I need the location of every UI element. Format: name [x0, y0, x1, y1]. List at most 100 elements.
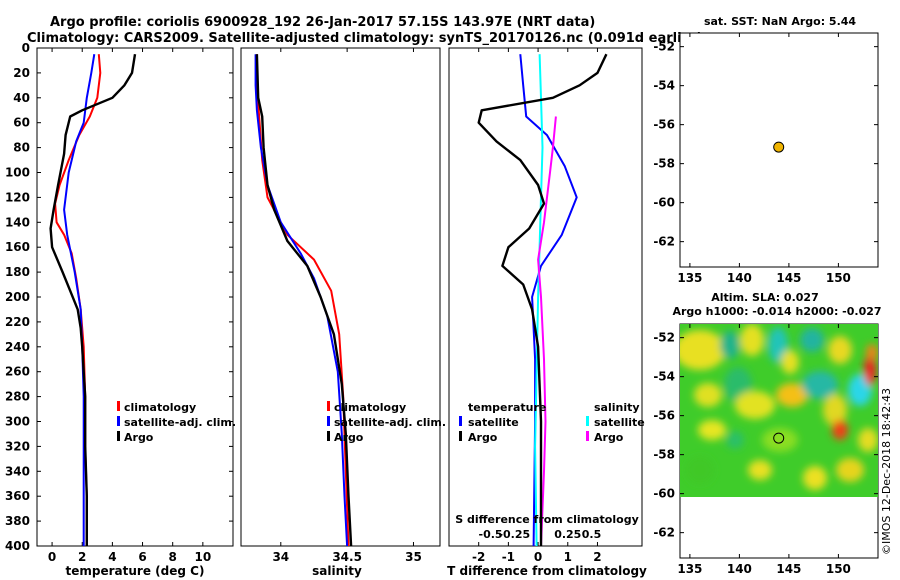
x2-tick-label: 0.5 [582, 528, 602, 541]
legend-label-s-satellite: satellite [594, 416, 645, 429]
series-line-argo [49, 54, 137, 546]
lat-tick-label: -54 [653, 370, 675, 384]
series-line-t-argo [477, 53, 608, 546]
depth-tick-label: 340 [5, 464, 30, 478]
temperature-x-label: temperature (deg C) [66, 564, 205, 578]
legend-label-climatology: climatology [334, 401, 406, 414]
lon-tick-label: 135 [677, 562, 702, 576]
legend-label-t-satellite: satellite [468, 416, 519, 429]
lon-tick-label: 135 [677, 271, 702, 285]
sla-map-title: Altim. SLA: 0.027 [711, 291, 818, 304]
x-tick-label: 4 [108, 550, 116, 564]
x-tick-label: 0 [48, 550, 56, 564]
legend-swatch-climatology [117, 401, 120, 411]
x-tick-label: 2 [593, 550, 601, 564]
legend-swatch-satellite-adj [117, 416, 120, 426]
depth-tick-label: 220 [5, 315, 30, 329]
difference-lines [477, 53, 608, 547]
legend-swatch-argo [327, 431, 330, 441]
t-difference-x-axis: -2 -1 0 1 2 [472, 48, 602, 564]
legend-label-t-argo: Argo [468, 431, 498, 444]
title-line-1: Argo profile: coriolis 6900928_192 26-Ja… [50, 15, 595, 30]
depth-tick-label: 180 [5, 265, 30, 279]
lat-tick-label: -62 [653, 526, 675, 540]
lat-tick-label: -60 [653, 487, 675, 501]
depth-tick-label: 100 [5, 166, 30, 180]
lat-tick-label: -62 [653, 235, 675, 249]
lat-tick-label: -56 [653, 118, 675, 132]
legend-swatch-s-satellite [586, 416, 589, 426]
lat-tick-label: -58 [653, 448, 675, 462]
temperature-legend: climatology satellite-adj. clim. Argo [117, 401, 236, 444]
series-line-satellite-adj-clim- [63, 54, 96, 546]
legend-swatch-t-argo [459, 431, 462, 441]
x-tick-label: 34 [272, 550, 289, 564]
lat-tick-label: -52 [653, 331, 675, 345]
x2-tick-label: -0.5 [479, 528, 503, 541]
depth-tick-label: 300 [5, 415, 30, 429]
depth-tick-label: 320 [5, 439, 30, 453]
depth-tick-label: 140 [5, 215, 30, 229]
lat-tick-label: -52 [653, 40, 675, 54]
depth-tick-label: 280 [5, 390, 30, 404]
depth-tick-label: 360 [5, 489, 30, 503]
depth-tick-label: 380 [5, 514, 30, 528]
imos-credit: ©IMOS 12-Dec-2018 18:42:43 [880, 388, 893, 555]
lon-tick-label: 150 [826, 271, 851, 285]
legend-swatch-t-satellite [459, 416, 462, 426]
legend-label-satellite-adj: satellite-adj. clim. [334, 416, 446, 429]
lat-tick-label: -56 [653, 409, 675, 423]
depth-tick-label: 160 [5, 240, 30, 254]
sst-map-axes: -52 -54 -56 -58 -60 -62 135 140 145 150 [653, 33, 878, 285]
x-tick-label: 34.5 [332, 550, 362, 564]
depth-tick-label: 60 [13, 116, 30, 130]
depth-tick-label: 200 [5, 290, 30, 304]
temperature-panel: 0204060801001201401601802002202402602803… [5, 41, 642, 578]
lat-tick-label: -60 [653, 196, 675, 210]
t-difference-x-label: T difference from climatology [447, 564, 647, 578]
temperature-x-axis: 0 2 4 6 8 10 [48, 48, 211, 564]
depth-tick-label: 40 [13, 91, 30, 105]
difference-legend: temperature satellite Argo salinity sate… [459, 401, 645, 444]
depth-tick-label: 400 [5, 539, 30, 553]
x-tick-label: 6 [138, 550, 146, 564]
legend-label-s-argo: Argo [594, 431, 624, 444]
lon-tick-label: 150 [826, 562, 851, 576]
legend-swatch-climatology [327, 401, 330, 411]
sla-map-subtitle: Argo h1000: -0.014 h2000: -0.027 [672, 305, 881, 318]
argo-position-marker [773, 432, 785, 444]
title-line-2: Climatology: CARS2009. Satellite-adjuste… [27, 31, 703, 46]
difference-axes-frame [448, 47, 643, 547]
sla-map-axes: -52 -54 -56 -58 -60 -62 135 140 145 150 [653, 324, 878, 576]
sla-heatmap [680, 324, 878, 497]
series-line-s-argo [537, 116, 557, 547]
series-line-satellite-adj-clim- [254, 54, 349, 547]
lon-tick-label: 140 [727, 271, 752, 285]
salinity-legend: climatology satellite-adj. clim. Argo [327, 401, 446, 444]
legend-label-argo: Argo [334, 431, 364, 444]
salinity-axes-frame [240, 47, 441, 547]
x2-tick-label: -0.25 [498, 528, 530, 541]
series-line-argo [255, 54, 353, 547]
legend-label-climatology: climatology [124, 401, 196, 414]
lon-tick-label: 145 [776, 562, 801, 576]
x-tick-label: 8 [169, 550, 177, 564]
sst-map-panel: sat. SST: NaN Argo: 5.44 -52 -54 -56 -58 -60… [653, 15, 879, 285]
salinity-x-axis: 34 34.5 35 [272, 48, 422, 564]
depth-tick-label: 80 [13, 141, 30, 155]
depth-tick-label: 260 [5, 365, 30, 379]
legend-swatch-s-argo [586, 431, 589, 441]
difference-panel: -2 -1 0 1 2 -0.5-0.25 0.25 0.5 temperature sat… [447, 47, 647, 578]
lat-tick-label: -58 [653, 157, 675, 171]
x-tick-label: 2 [78, 550, 86, 564]
x-tick-label: 0 [534, 550, 542, 564]
x-tick-label: 35 [405, 550, 422, 564]
salinity-panel: 34 34.5 35 climatology satellite-adj. clim… [240, 47, 446, 578]
legend-label-argo: Argo [124, 431, 154, 444]
x-tick-label: -1 [502, 550, 515, 564]
legend-label-satellite-adj: satellite-adj. clim. [124, 416, 236, 429]
temperature-axes-frame [36, 47, 234, 547]
sst-map-title: sat. SST: NaN Argo: 5.44 [704, 15, 856, 28]
lon-tick-label: 145 [776, 271, 801, 285]
